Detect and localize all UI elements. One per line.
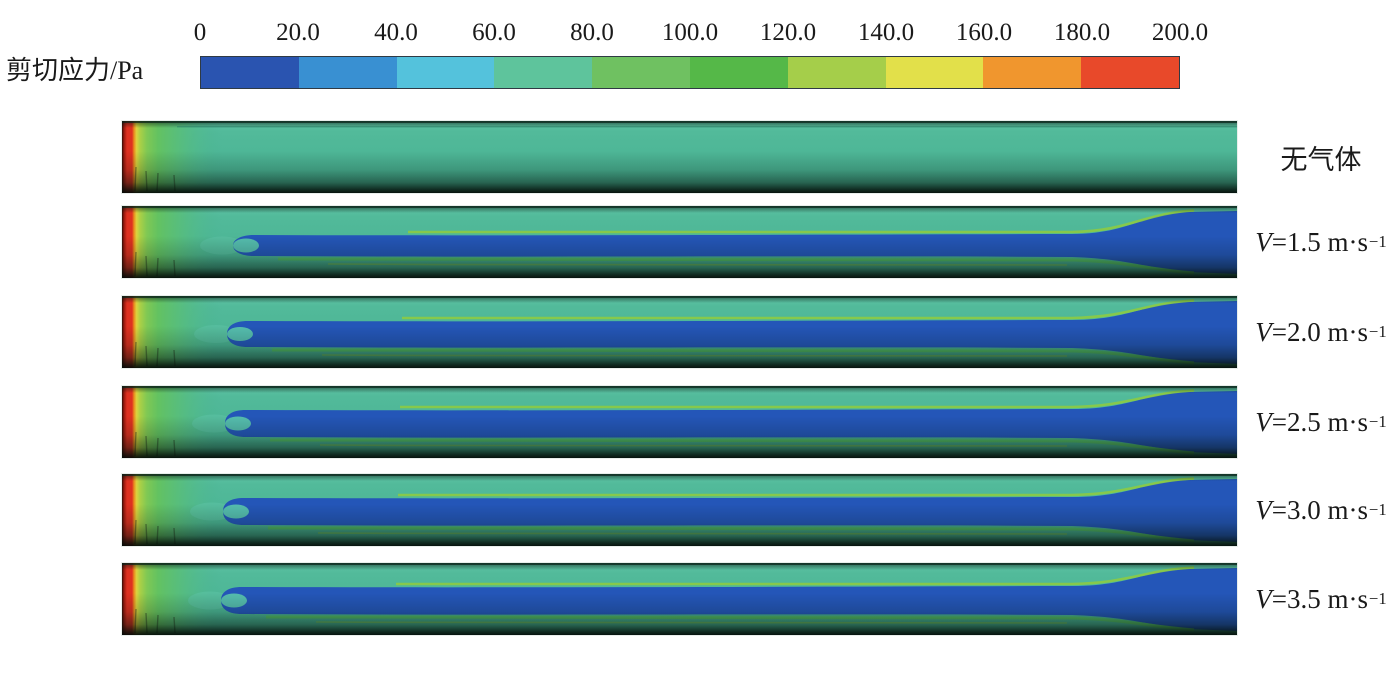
contour-strip-row: [122, 121, 1237, 193]
colorbar-tick-label: 120.0: [759, 19, 817, 46]
colorbar-tick-label: 140.0: [857, 19, 915, 46]
colorbar-title: 剪切应力/Pa: [6, 56, 144, 85]
strip-label-text: =3.0 m·s: [1271, 494, 1368, 525]
colorbar-segment: [592, 57, 690, 88]
colorbar-tick-label: 80.0: [570, 19, 614, 46]
contour-strip-row: [122, 206, 1237, 278]
velocity-symbol: V: [1255, 583, 1272, 614]
colorbar-tick-label: 40.0: [374, 19, 418, 46]
strip-label: V =2.5 m·s −1: [1255, 406, 1387, 437]
colorbar-segment: [885, 57, 984, 88]
contour-strip: [122, 386, 1237, 458]
colorbar-tick-label: 160.0: [955, 19, 1013, 46]
contour-strip: [122, 121, 1237, 193]
colorbar-segment: [494, 57, 593, 88]
colorbar-segment: [298, 57, 397, 88]
colorbar-tick-label: 180.0: [1053, 19, 1111, 46]
colorbar: [200, 56, 1180, 89]
colorbar-tick-label: 20.0: [276, 19, 320, 46]
contour-strip: [122, 206, 1237, 278]
strip-label: V =3.5 m·s −1: [1255, 583, 1387, 614]
velocity-symbol: V: [1255, 226, 1272, 257]
colorbar-tick-label: 200.0: [1151, 19, 1209, 46]
colorbar-segment: [787, 57, 886, 88]
colorbar-tick-label: 60.0: [472, 19, 516, 46]
contour-strip: [122, 296, 1237, 368]
colorbar-segment: [983, 57, 1082, 88]
contour-strip: [122, 563, 1237, 635]
velocity-symbol: V: [1255, 494, 1272, 525]
contour-strip-row: [122, 563, 1237, 635]
colorbar-tick-label: 100.0: [661, 19, 719, 46]
colorbar-segment: [689, 57, 788, 88]
contour-strip-row: [122, 474, 1237, 546]
strip-label: 无气体: [1245, 121, 1397, 193]
strip-label-text: =1.5 m·s: [1271, 226, 1368, 257]
contour-strip-row: [122, 386, 1237, 458]
strip-label-text: 无气体: [1280, 144, 1362, 175]
strip-label-text: =2.5 m·s: [1271, 406, 1368, 437]
strip-label-text: =2.0 m·s: [1271, 316, 1368, 347]
strip-label: V =1.5 m·s −1: [1255, 226, 1387, 257]
colorbar-tick-label: 0: [193, 19, 207, 46]
strip-label: V =3.0 m·s −1: [1255, 494, 1387, 525]
colorbar-segment: [201, 57, 299, 88]
contour-strip-row: [122, 296, 1237, 368]
colorbar-segment: [396, 57, 495, 88]
colorbar-segment: [1081, 57, 1179, 88]
strip-label-text: =3.5 m·s: [1271, 583, 1368, 614]
strip-label: V =2.0 m·s −1: [1255, 316, 1387, 347]
contour-strip: [122, 474, 1237, 546]
velocity-symbol: V: [1255, 316, 1272, 347]
velocity-symbol: V: [1255, 406, 1272, 437]
